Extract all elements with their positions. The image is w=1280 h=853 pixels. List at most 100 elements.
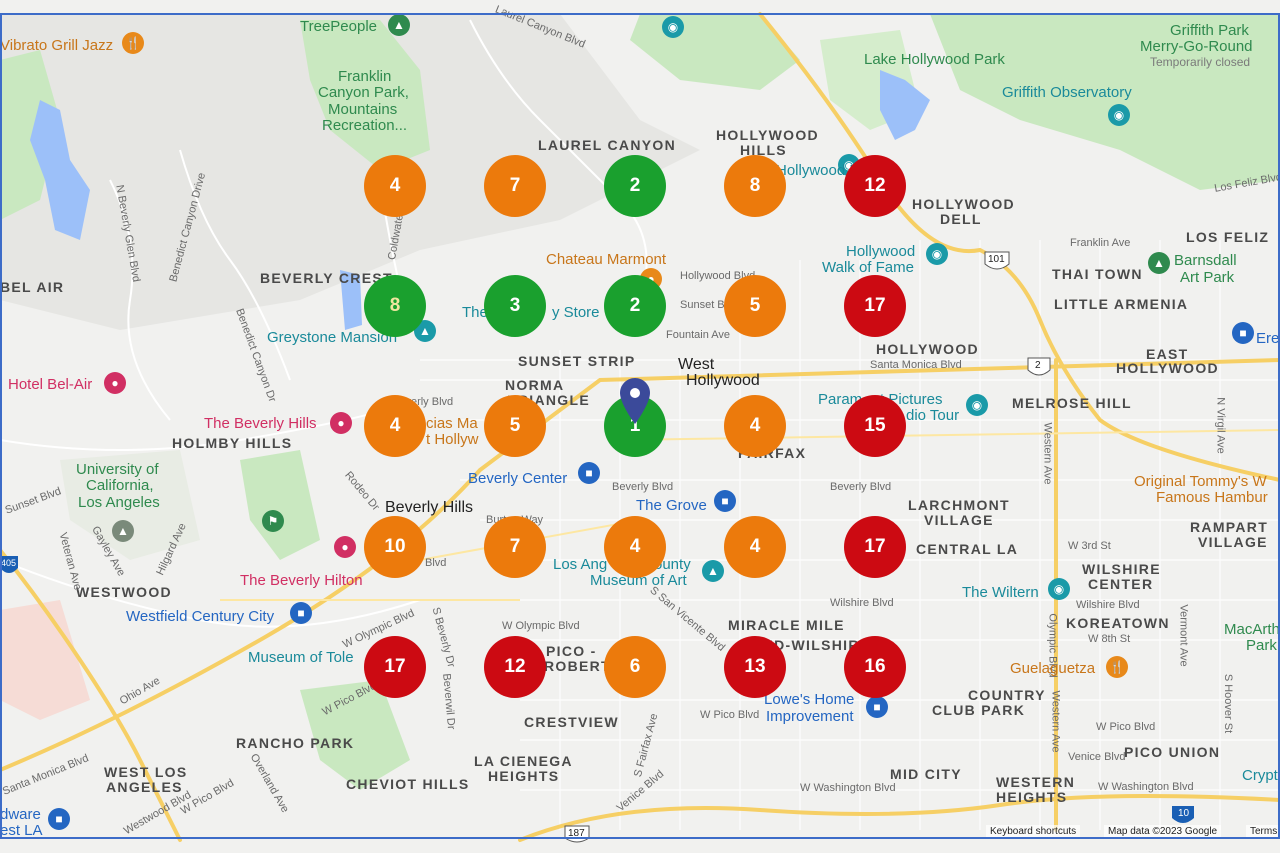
hotel-icon[interactable]: ● <box>334 536 356 558</box>
poi-label[interactable]: The Beverly Hilton <box>240 572 363 589</box>
poi-label[interactable]: The <box>462 304 488 321</box>
poi-label[interactable]: Improvement <box>766 708 854 725</box>
poi-label: Temporarily closed <box>1150 55 1251 69</box>
cluster-marker[interactable]: 10 <box>364 516 426 578</box>
poi-label[interactable]: Ere <box>1256 330 1280 347</box>
museum-icon[interactable]: ▲ <box>702 560 724 582</box>
poi-label[interactable]: Vibrato Grill Jazz <box>0 37 114 54</box>
poi-label[interactable]: Original Tommy's W <box>1134 473 1267 490</box>
restaurant-icon[interactable]: 🍴 <box>1106 656 1128 678</box>
hotel-icon[interactable]: ● <box>104 372 126 394</box>
poi-label[interactable]: Recreation... <box>322 117 408 134</box>
terms-link[interactable]: Terms <box>1246 825 1280 838</box>
poi-label[interactable]: Chateau Marmont <box>546 251 667 268</box>
cluster-marker[interactable]: 8 <box>724 155 786 217</box>
poi-label[interactable]: The Beverly Hills <box>204 415 317 432</box>
poi-label[interactable]: Museum of Art <box>590 572 687 589</box>
cluster-marker[interactable]: 8 <box>364 275 426 337</box>
poi-label[interactable]: ounty <box>654 556 691 573</box>
university-icon[interactable]: ▲ <box>112 520 134 542</box>
poi-label[interactable]: Franklin <box>338 68 392 85</box>
cluster-marker[interactable]: 2 <box>604 275 666 337</box>
cluster-marker[interactable]: 4 <box>364 155 426 217</box>
poi-label[interactable]: Art Park <box>1180 269 1235 286</box>
poi-label[interactable]: Hollywood <box>846 243 916 260</box>
shopping-icon[interactable]: ■ <box>48 808 70 830</box>
cluster-marker[interactable]: 16 <box>844 636 906 698</box>
poi-label[interactable]: t Hollyw <box>426 431 479 448</box>
poi-label[interactable]: cias Ma <box>426 415 478 432</box>
route-shield-label: 187 <box>568 828 585 839</box>
cluster-marker[interactable]: 5 <box>724 275 786 337</box>
poi-label[interactable]: The Grove <box>636 497 707 514</box>
shopping-icon[interactable]: ■ <box>578 462 600 484</box>
cluster-marker[interactable]: 4 <box>724 395 786 457</box>
poi-label[interactable]: Greystone Mansion <box>267 329 398 346</box>
shopping-icon[interactable]: ■ <box>866 696 888 718</box>
cluster-marker[interactable]: 15 <box>844 395 906 457</box>
camera-icon[interactable]: ◉ <box>966 394 988 416</box>
cluster-marker[interactable]: 12 <box>844 155 906 217</box>
cluster-marker[interactable]: 17 <box>844 516 906 578</box>
cluster-marker[interactable]: 5 <box>484 395 546 457</box>
poi-label[interactable]: Guelaguetza <box>1010 660 1096 677</box>
cluster-marker[interactable]: 4 <box>364 395 426 457</box>
poi-label[interactable]: Griffith Park <box>1170 22 1249 39</box>
camera-icon[interactable]: ◉ <box>926 243 948 265</box>
cluster-marker[interactable]: 6 <box>604 636 666 698</box>
poi-label[interactable]: Canyon Park, <box>318 84 409 101</box>
poi-label[interactable]: dio Tour <box>906 407 960 424</box>
cluster-marker[interactable]: 3 <box>484 275 546 337</box>
hotel-icon[interactable]: ● <box>330 412 352 434</box>
poi-label[interactable]: California, <box>86 477 154 494</box>
poi-label[interactable]: Lake Hollywood Park <box>864 51 1005 68</box>
poi-label[interactable]: Beverly Center <box>468 470 568 487</box>
shopping-icon[interactable]: ■ <box>290 602 312 624</box>
cluster-marker[interactable]: 2 <box>604 155 666 217</box>
poi-label[interactable]: y Store <box>552 304 600 321</box>
venue-icon[interactable]: ◉ <box>1048 578 1070 600</box>
cluster-marker[interactable]: 17 <box>844 275 906 337</box>
shopping-icon[interactable]: ■ <box>714 490 736 512</box>
restaurant-icon[interactable]: 🍴 <box>122 32 144 54</box>
shopping-icon[interactable]: ■ <box>1232 322 1254 344</box>
district-label: HOLLYWOOD <box>876 341 979 357</box>
cluster-marker[interactable]: 17 <box>364 636 426 698</box>
poi-label[interactable]: Park <box>1246 637 1277 654</box>
camera-icon[interactable]: ◉ <box>662 16 684 38</box>
cluster-marker[interactable]: 4 <box>724 516 786 578</box>
museum-icon[interactable]: ▲ <box>414 320 436 342</box>
poi-label[interactable]: dware <box>0 806 41 823</box>
poi-label[interactable]: Museum of Tole <box>248 649 354 666</box>
poi-label[interactable]: Lowe's Home <box>764 691 855 708</box>
poi-label[interactable]: Hotel Bel-Air <box>8 376 93 393</box>
poi-label[interactable]: The Wiltern <box>962 584 1039 601</box>
camera-icon[interactable]: ◉ <box>1108 104 1130 126</box>
tree-icon[interactable]: ▲ <box>1148 252 1170 274</box>
poi-label[interactable]: Merry-Go-Round <box>1140 38 1253 55</box>
keyboard-shortcuts-link[interactable]: Keyboard shortcuts <box>986 825 1081 838</box>
cluster-marker[interactable]: 12 <box>484 636 546 698</box>
poi-label[interactable]: Los Ang <box>553 556 608 573</box>
poi-label[interactable]: Famous Hambur <box>1156 489 1268 506</box>
poi-label[interactable]: est LA <box>0 822 43 839</box>
poi-label[interactable]: Barnsdall <box>1174 252 1237 269</box>
cluster-marker[interactable]: 4 <box>604 516 666 578</box>
cluster-marker[interactable]: 7 <box>484 516 546 578</box>
poi-label[interactable]: University of <box>76 461 159 478</box>
poi-label[interactable]: Mountains <box>328 101 398 118</box>
poi-label[interactable]: Param <box>818 391 863 408</box>
poi-label[interactable]: TreePeople <box>300 18 377 35</box>
park-icon[interactable]: ▲ <box>388 14 410 36</box>
poi-label[interactable]: Walk of Fame <box>822 259 914 276</box>
poi-label[interactable]: Westfield Century City <box>126 608 275 625</box>
cluster-marker[interactable]: 13 <box>724 636 786 698</box>
poi-label[interactable]: Los Angeles <box>78 494 160 511</box>
cluster-marker[interactable]: 7 <box>484 155 546 217</box>
location-pin-icon[interactable] <box>620 378 650 424</box>
poi-label[interactable]: Crypt <box>1242 767 1278 784</box>
golf-icon[interactable]: ⚑ <box>262 510 284 532</box>
poi-label[interactable]: Griffith Observatory <box>1002 84 1132 101</box>
poi-label[interactable]: MacArth <box>1224 621 1280 638</box>
